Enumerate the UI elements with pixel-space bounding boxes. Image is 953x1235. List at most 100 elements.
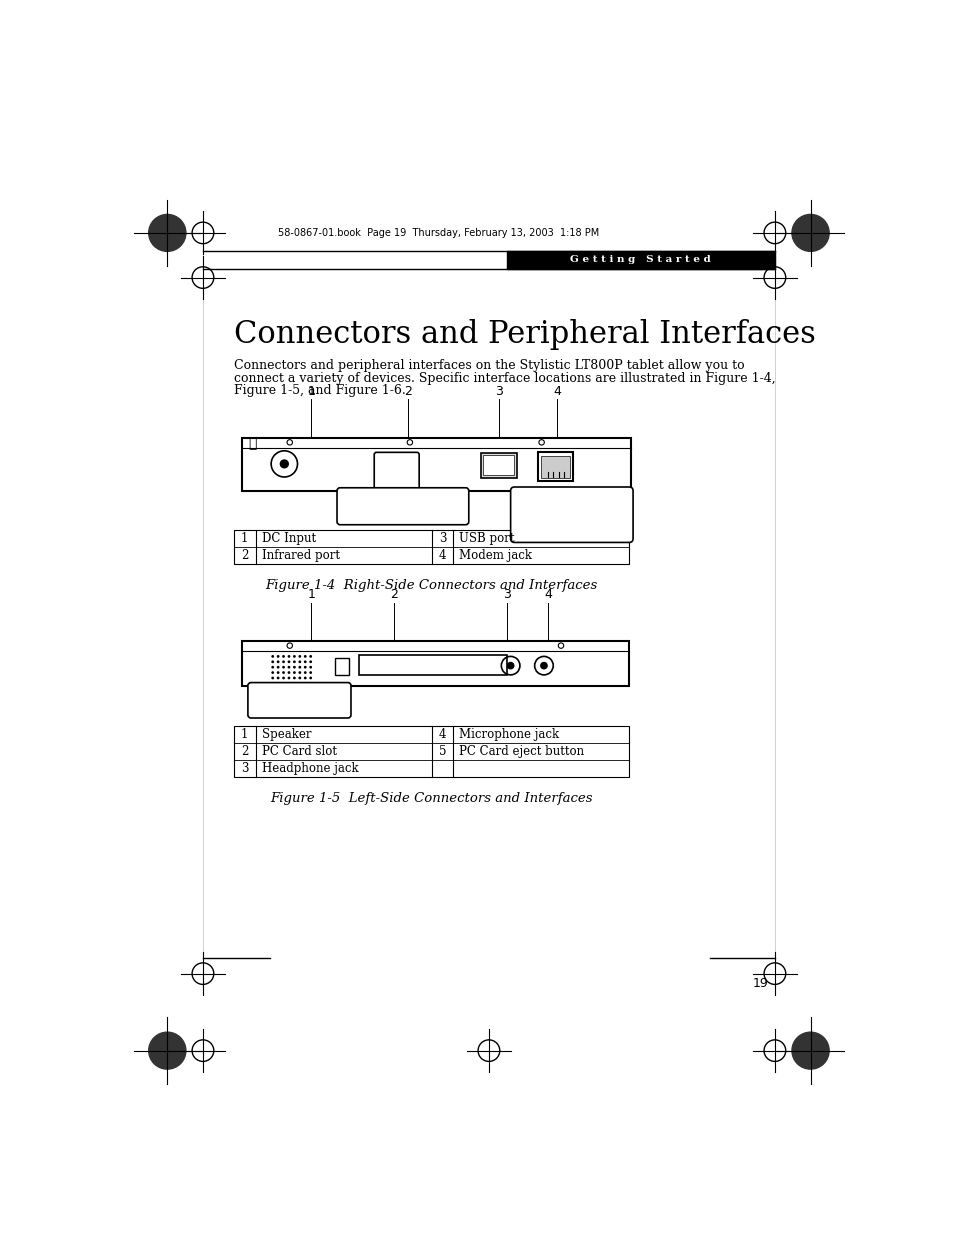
Circle shape <box>282 682 285 684</box>
Circle shape <box>287 655 290 658</box>
Circle shape <box>271 666 274 668</box>
Circle shape <box>271 682 274 684</box>
Circle shape <box>539 662 547 669</box>
Text: Connectors and peripheral interfaces on the Stylistic LT800P tablet allow you to: Connectors and peripheral interfaces on … <box>233 359 743 372</box>
Text: Figure 1-4  Right-Side Connectors and Interfaces: Figure 1-4 Right-Side Connectors and Int… <box>265 579 598 593</box>
Text: USB port: USB port <box>459 532 515 545</box>
Circle shape <box>309 677 312 679</box>
Circle shape <box>282 661 285 663</box>
Text: Infrared port: Infrared port <box>261 550 339 562</box>
Text: Headphone jack: Headphone jack <box>261 762 358 774</box>
FancyBboxPatch shape <box>336 488 468 525</box>
Circle shape <box>304 677 306 679</box>
Bar <box>359 655 506 674</box>
FancyBboxPatch shape <box>510 487 633 542</box>
Circle shape <box>293 666 295 668</box>
Circle shape <box>293 661 295 663</box>
Circle shape <box>149 215 186 252</box>
Text: 2: 2 <box>404 384 412 398</box>
Circle shape <box>287 661 290 663</box>
Circle shape <box>279 459 289 468</box>
Circle shape <box>282 677 285 679</box>
Text: 5: 5 <box>438 745 446 757</box>
Circle shape <box>276 666 279 668</box>
Circle shape <box>304 655 306 658</box>
Text: Speaker: Speaker <box>261 727 311 741</box>
Circle shape <box>293 677 295 679</box>
Circle shape <box>271 661 274 663</box>
Text: 4: 4 <box>543 588 551 601</box>
Circle shape <box>298 671 301 674</box>
Text: 1: 1 <box>241 532 248 545</box>
Circle shape <box>309 655 312 658</box>
Circle shape <box>298 666 301 668</box>
Circle shape <box>293 682 295 684</box>
Text: 2: 2 <box>390 588 398 601</box>
Text: 4: 4 <box>438 550 446 562</box>
Circle shape <box>276 655 279 658</box>
Text: 3: 3 <box>438 532 446 545</box>
Circle shape <box>791 1032 828 1070</box>
Circle shape <box>298 677 301 679</box>
Circle shape <box>287 682 290 684</box>
Circle shape <box>282 671 285 674</box>
Text: 2: 2 <box>241 745 248 757</box>
Circle shape <box>271 655 274 658</box>
Bar <box>537 452 573 480</box>
Text: 4: 4 <box>553 384 560 398</box>
Circle shape <box>304 671 306 674</box>
Bar <box>233 530 629 564</box>
Circle shape <box>293 655 295 658</box>
Circle shape <box>282 655 285 658</box>
Circle shape <box>276 671 279 674</box>
Circle shape <box>298 682 301 684</box>
Text: 58-0867-01.book  Page 19  Thursday, February 13, 2003  1:18 PM: 58-0867-01.book Page 19 Thursday, Februa… <box>278 228 598 238</box>
Text: 1: 1 <box>241 727 248 741</box>
Bar <box>480 453 517 478</box>
Text: 2: 2 <box>241 550 248 562</box>
Circle shape <box>309 671 312 674</box>
Text: Figure 1-5, and Figure 1-6.: Figure 1-5, and Figure 1-6. <box>233 384 405 396</box>
Circle shape <box>309 682 312 684</box>
FancyBboxPatch shape <box>374 452 418 489</box>
Text: ⭘: ⭘ <box>248 436 256 450</box>
Circle shape <box>309 666 312 668</box>
Circle shape <box>271 671 274 674</box>
Text: 3: 3 <box>502 588 510 601</box>
Bar <box>233 726 629 777</box>
Bar <box>335 658 349 674</box>
Text: 4: 4 <box>438 727 446 741</box>
Circle shape <box>304 682 306 684</box>
Text: 19: 19 <box>752 977 768 990</box>
Text: 3: 3 <box>495 384 502 398</box>
Text: 3: 3 <box>241 762 249 774</box>
Text: Figure 1-5  Left-Side Connectors and Interfaces: Figure 1-5 Left-Side Connectors and Inte… <box>270 792 592 805</box>
Text: 1: 1 <box>307 588 315 601</box>
Circle shape <box>282 666 285 668</box>
Circle shape <box>287 677 290 679</box>
Circle shape <box>304 661 306 663</box>
Circle shape <box>287 671 290 674</box>
Circle shape <box>298 655 301 658</box>
Circle shape <box>276 661 279 663</box>
Circle shape <box>506 662 514 669</box>
Text: DC Input: DC Input <box>261 532 315 545</box>
Bar <box>483 456 514 475</box>
Circle shape <box>276 682 279 684</box>
Circle shape <box>298 661 301 663</box>
Text: 1: 1 <box>307 384 315 398</box>
Circle shape <box>287 666 290 668</box>
Circle shape <box>791 215 828 252</box>
FancyBboxPatch shape <box>248 683 351 718</box>
Bar <box>241 641 629 685</box>
Text: Modem jack: Modem jack <box>459 550 532 562</box>
Bar <box>241 437 630 490</box>
Circle shape <box>309 661 312 663</box>
Circle shape <box>276 677 279 679</box>
Text: G e t t i n g   S t a r t e d: G e t t i n g S t a r t e d <box>569 256 710 264</box>
Bar <box>506 251 774 269</box>
Circle shape <box>304 666 306 668</box>
Text: PC Card slot: PC Card slot <box>261 745 336 757</box>
Text: connect a variety of devices. Specific interface locations are illustrated in Fi: connect a variety of devices. Specific i… <box>233 372 775 384</box>
Bar <box>540 456 570 478</box>
